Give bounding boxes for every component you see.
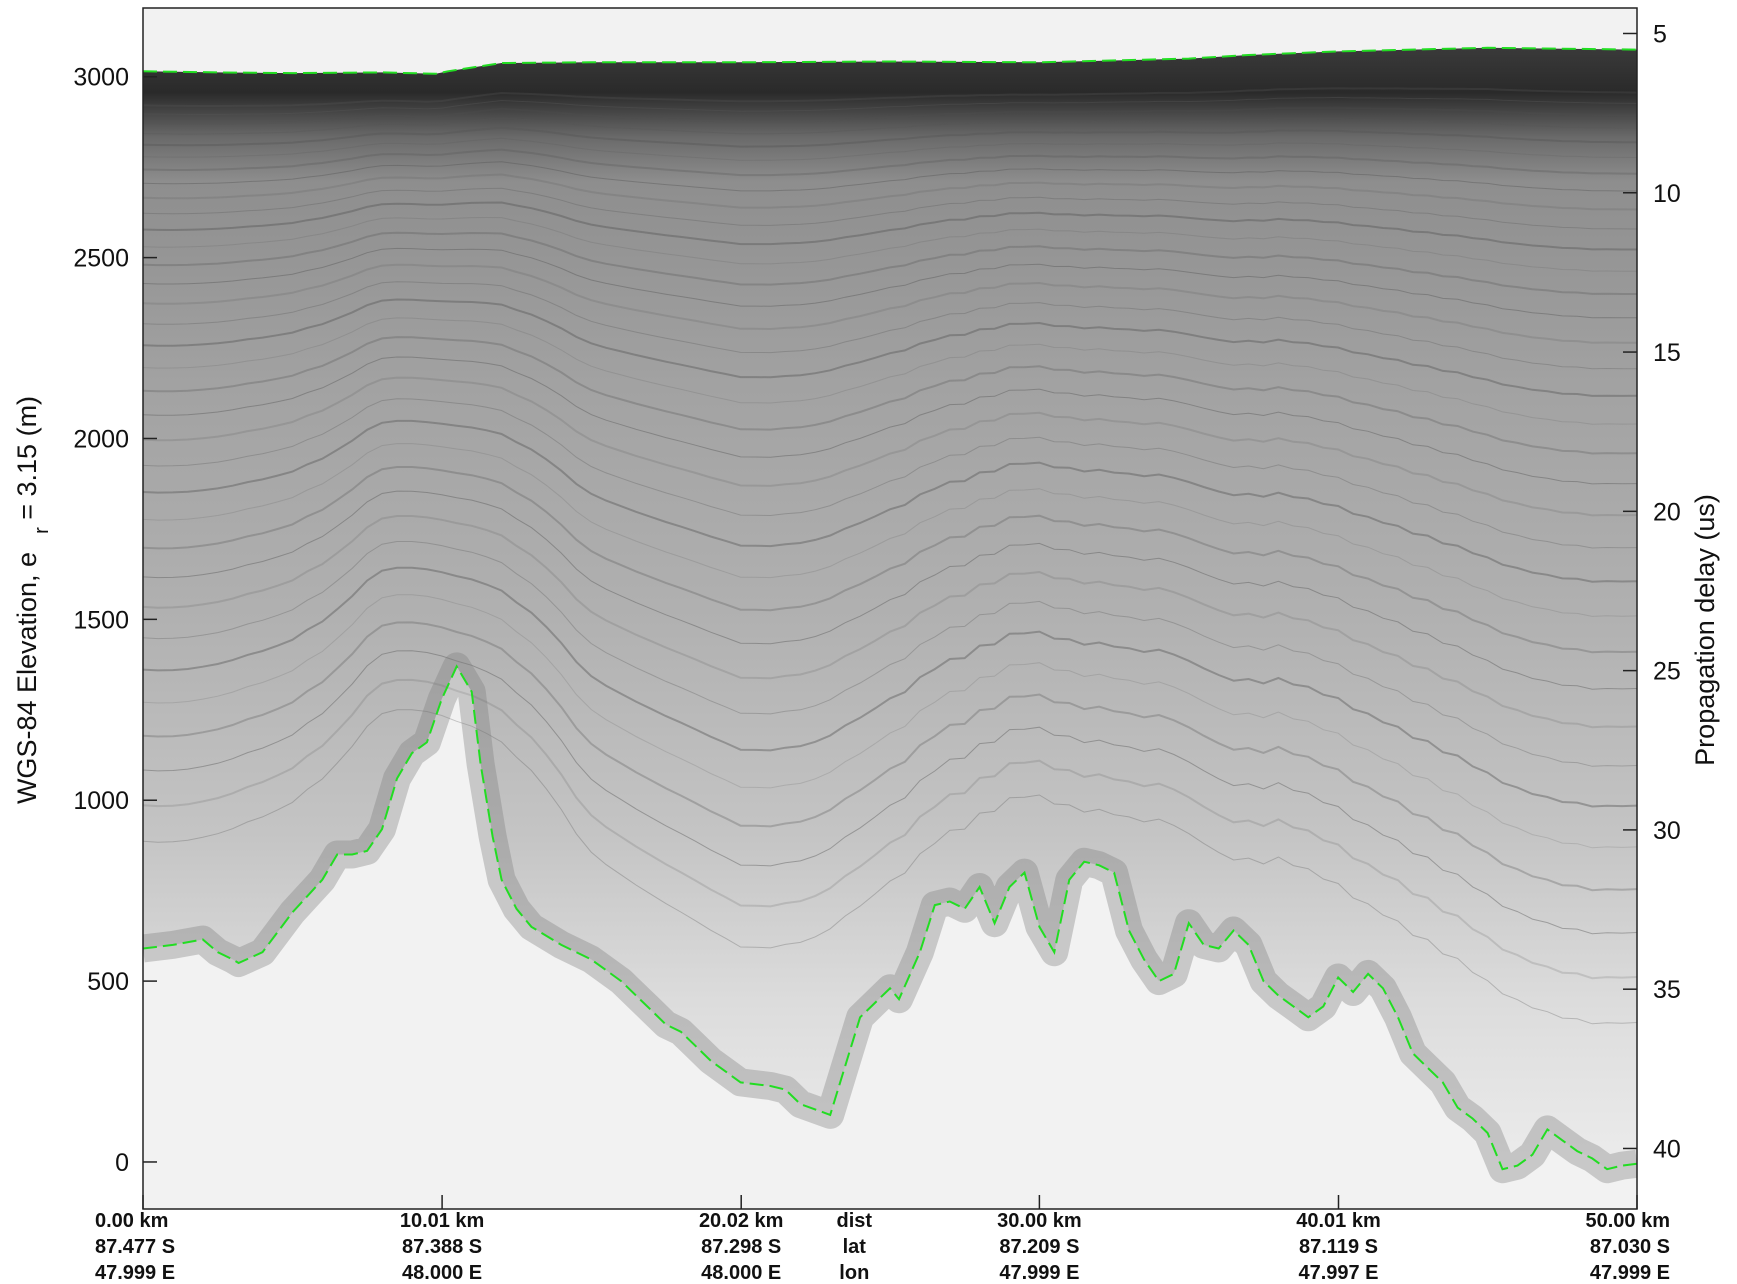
left-tick-label: 1000 [73, 787, 129, 815]
right-tick-label: 25 [1653, 658, 1681, 686]
left-tick-label: 1500 [73, 606, 129, 634]
internal-layer [143, 317, 1637, 425]
internal-layers [143, 87, 1637, 1025]
internal-layer [143, 247, 1637, 319]
internal-layer [143, 336, 1637, 455]
left-axis: 0 500 1000 1500 2000 2500 3000 [73, 64, 157, 1177]
right-tick-label: 15 [1653, 339, 1681, 367]
left-tick-label: 500 [87, 968, 129, 996]
bottom-tick-label-lat: 87.298 S [701, 1236, 781, 1258]
internal-layer [143, 443, 1637, 617]
bottom-tick-label-dist: 0.00 km [95, 1210, 168, 1232]
internal-layer [143, 173, 1637, 211]
internal-layer [143, 263, 1637, 344]
internal-layer [143, 298, 1637, 397]
bottom-tick-label-lon: 47.997 E [1298, 1262, 1378, 1284]
internal-layer [143, 621, 1637, 892]
internal-layer [143, 490, 1637, 690]
bottom-row-label-dist: dist [837, 1210, 873, 1232]
internal-layer [143, 96, 1637, 115]
bottom-tick-label-lat: 87.477 S [95, 1236, 175, 1258]
internal-layer [143, 594, 1637, 849]
internal-layer [143, 148, 1637, 177]
internal-layer [143, 126, 1637, 148]
bed-pick-line [143, 664, 1637, 1171]
bottom-tick-label-lat: 87.209 S [999, 1236, 1079, 1258]
left-tick-label: 2500 [73, 245, 129, 273]
plot-frame [142, 7, 1638, 1210]
internal-layer [143, 678, 1637, 980]
bottom-tick-label-dist: 40.01 km [1296, 1210, 1381, 1232]
internal-layer [143, 106, 1637, 125]
plot-area [143, 8, 1637, 1209]
internal-layer [143, 566, 1637, 808]
bottom-tick-label-lon: 47.999 E [999, 1262, 1079, 1284]
right-tick-label: 20 [1653, 498, 1681, 526]
right-tick-label: 10 [1653, 180, 1681, 208]
bottom-tick-label-lat: 87.388 S [402, 1236, 482, 1258]
internal-layer [143, 709, 1637, 1025]
internal-layer [143, 137, 1637, 161]
internal-layer [143, 376, 1637, 517]
bottom-row-label-lat: lat [843, 1236, 867, 1258]
right-tick-label: 30 [1653, 817, 1681, 845]
bottom-tick-label-lon: 48.000 E [402, 1262, 482, 1284]
internal-layer [143, 87, 1637, 107]
right-tick-label: 40 [1653, 1135, 1681, 1163]
left-tick-label: 0 [115, 1149, 129, 1177]
right-tick-label: 5 [1653, 20, 1667, 48]
left-tick-label: 3000 [73, 64, 129, 92]
internal-layer [143, 216, 1637, 272]
left-tick-label: 2000 [73, 425, 129, 453]
internal-layer [143, 541, 1637, 767]
surface-pick-line [143, 46, 1637, 75]
bottom-row-label-lon: lon [839, 1262, 869, 1284]
internal-layer [143, 281, 1637, 370]
bottom-tick-label-lon: 48.000 E [701, 1262, 781, 1284]
internal-layer [143, 187, 1637, 230]
right-axis: 5 10 15 20 25 30 35 40 [1623, 20, 1681, 1163]
bottom-tick-label-lat: 87.119 S [1299, 1236, 1378, 1258]
bottom-tick-label-dist: 20.02 km [699, 1210, 784, 1232]
internal-layer [143, 356, 1637, 485]
bottom-tick-label-dist: 30.00 km [997, 1210, 1082, 1232]
internal-layer [143, 515, 1637, 729]
bottom-tick-label-dist: 50.00 km [1585, 1210, 1670, 1232]
bottom-axis: 0.00 km 87.477 S 47.999 E 10.01 km 87.388 S 4… [95, 1195, 1670, 1284]
internal-layer [143, 398, 1637, 549]
bottom-tick-label-dist: 10.01 km [400, 1210, 485, 1232]
bottom-tick-label-lon: 47.999 E [1590, 1262, 1670, 1284]
internal-layer [143, 419, 1637, 583]
internal-layer [143, 231, 1637, 295]
left-axis-label: WGS-84 Elevation, er = 3.15 (m) [12, 396, 53, 804]
internal-layer [143, 650, 1637, 935]
bottom-tick-label-lon: 47.999 E [95, 1262, 175, 1284]
internal-layer [143, 117, 1637, 135]
internal-layer [143, 466, 1637, 654]
ice-column [143, 47, 1637, 1170]
bottom-tick-label-lat: 87.030 S [1590, 1236, 1670, 1258]
internal-layer [143, 161, 1637, 192]
right-tick-label: 35 [1653, 976, 1681, 1004]
internal-layer [143, 201, 1637, 251]
right-axis-label: Propagation delay (us) [1690, 494, 1720, 766]
